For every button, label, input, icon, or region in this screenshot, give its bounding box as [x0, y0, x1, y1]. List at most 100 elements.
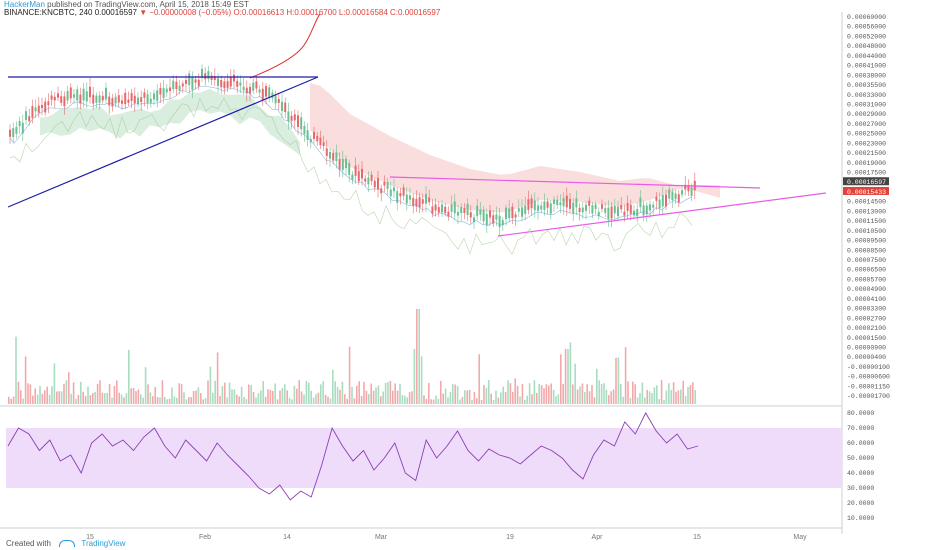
- volume-bar: [29, 384, 32, 404]
- volume-bar: [396, 390, 399, 404]
- candle: [617, 206, 619, 217]
- candle: [34, 107, 37, 112]
- volume-bar: [533, 380, 536, 404]
- candle: [15, 126, 18, 134]
- last-price-tag: [843, 177, 889, 186]
- candle: [572, 202, 575, 214]
- candle: [325, 148, 328, 156]
- volume-bar: [612, 389, 615, 404]
- volume-bar: [392, 390, 394, 404]
- price-tick-label: 0.00035500: [847, 82, 886, 89]
- volume-bar: [627, 381, 629, 404]
- candle: [229, 76, 232, 87]
- candle: [687, 184, 690, 192]
- volume-bar: [231, 389, 233, 404]
- candle: [492, 215, 495, 224]
- candle: [217, 78, 219, 86]
- volume-bar: [190, 397, 192, 404]
- volume-bar: [308, 382, 310, 404]
- price-tick-label: 0.00002100: [847, 325, 886, 332]
- volume-bar: [255, 397, 257, 404]
- volume-bar: [65, 380, 68, 404]
- volume-bar: [672, 382, 675, 404]
- volume-bar: [154, 387, 156, 404]
- volume-bar: [432, 399, 435, 404]
- candle: [345, 158, 347, 169]
- author-link[interactable]: HackerMan: [4, 0, 45, 9]
- candle: [281, 101, 283, 111]
- candle: [37, 105, 40, 113]
- lower-triangle-line[interactable]: [497, 192, 827, 237]
- candle: [367, 177, 370, 185]
- volume-bar: [99, 380, 101, 404]
- candle: [169, 87, 171, 91]
- publish-header: HackerMan published on TradingView.com, …: [4, 0, 249, 9]
- volume-bar: [291, 399, 293, 404]
- volume-bar: [200, 393, 202, 404]
- candle: [133, 95, 136, 104]
- volume-bar: [466, 390, 468, 404]
- upper-triangle-line[interactable]: [389, 176, 761, 189]
- volume-bar: [514, 378, 516, 404]
- volume-bar: [334, 381, 336, 404]
- support-trendline[interactable]: [7, 76, 319, 208]
- volume-bar: [173, 396, 176, 404]
- candle: [396, 191, 399, 203]
- rsi-tick-label: 30.0000: [847, 485, 874, 492]
- volume-bar: [111, 397, 113, 404]
- price-tick-label: 0.00048000: [847, 43, 886, 50]
- volume-bar: [425, 398, 428, 404]
- volume-bar: [380, 396, 382, 404]
- volume-bar: [576, 389, 579, 404]
- volume-bar: [344, 394, 346, 404]
- time-tick-label: Apr: [592, 534, 604, 541]
- candle: [31, 106, 34, 118]
- volume-bar: [430, 399, 432, 404]
- candle: [201, 68, 203, 78]
- volume-bar: [629, 397, 632, 404]
- volume-bar: [15, 336, 17, 404]
- time-tick-label: 15: [693, 534, 701, 541]
- volume-bar: [180, 384, 183, 404]
- volume-bar: [51, 386, 53, 404]
- price-tick-label: 0.00025000: [847, 131, 886, 138]
- price-tick-label: 0.00027000: [847, 121, 886, 128]
- volume-bar: [639, 393, 641, 404]
- volume-bar: [682, 380, 684, 404]
- volume-bar: [504, 392, 507, 404]
- volume-bar: [531, 394, 533, 404]
- volume-bar: [130, 388, 132, 404]
- volume-bar: [17, 381, 20, 404]
- candle: [348, 163, 351, 175]
- volume-bar: [8, 396, 10, 404]
- volume-bar: [68, 372, 70, 404]
- volume-bar: [442, 393, 444, 404]
- volume-bar: [284, 384, 286, 404]
- candle: [575, 198, 578, 208]
- candle: [316, 136, 319, 142]
- volume-bar: [363, 382, 365, 404]
- candle: [601, 204, 603, 209]
- volume-bar: [176, 397, 178, 404]
- volume-bar: [128, 349, 130, 404]
- price-tick-label: 0.00021500: [847, 150, 886, 157]
- candle: [140, 97, 143, 103]
- last-price: 0.00016597: [94, 8, 137, 17]
- candle: [671, 191, 674, 201]
- volume-bar: [689, 385, 692, 404]
- tradingview-link[interactable]: TradingView: [81, 539, 126, 548]
- candle: [389, 189, 392, 197]
- volume-bar: [152, 396, 154, 404]
- volume-bar: [406, 397, 408, 404]
- volume-bar: [358, 381, 360, 404]
- candle: [546, 201, 549, 208]
- volume-bar: [665, 390, 668, 404]
- candle: [18, 121, 21, 127]
- volume-bar: [224, 382, 226, 404]
- price-tick-label: 0.00038000: [847, 72, 886, 79]
- level-price-tag: [843, 186, 889, 195]
- volume-bar: [137, 389, 140, 404]
- candle: [172, 80, 175, 90]
- volume-bar: [104, 393, 106, 404]
